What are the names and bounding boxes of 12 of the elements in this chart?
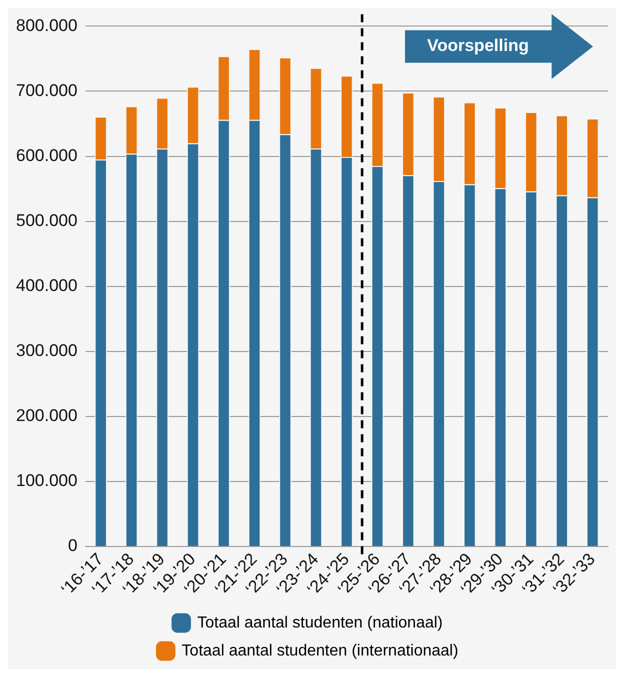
y-tick-label: 200.000 <box>16 406 78 426</box>
y-tick-label: 400.000 <box>16 276 78 296</box>
legend-label: Totaal aantal studenten (internationaal) <box>182 642 458 660</box>
y-tick-label: 600.000 <box>16 146 78 165</box>
y-tick-label: 300.000 <box>16 341 78 360</box>
y-tick-label: 700.000 <box>16 80 78 100</box>
legend-label: Totaal aantal studenten (nationaal) <box>197 614 443 632</box>
y-tick-label: 800.000 <box>16 16 78 35</box>
y-tick-label: 500.000 <box>16 210 78 230</box>
y-tick-label: 100.000 <box>16 471 78 490</box>
y-tick-label: 0 <box>68 536 78 556</box>
annotation: Voorspelling <box>426 35 530 57</box>
